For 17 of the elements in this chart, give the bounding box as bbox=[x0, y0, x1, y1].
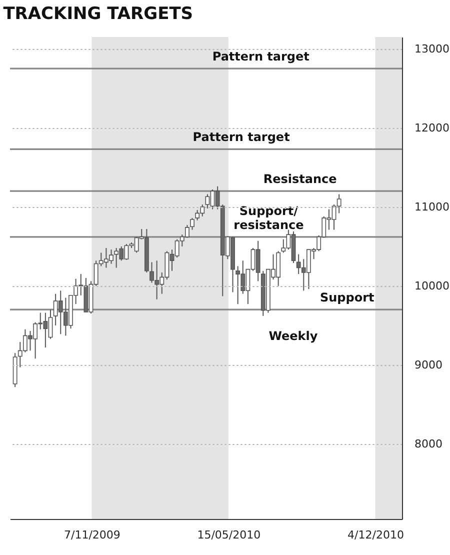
y-tick-label: 11000 bbox=[414, 200, 450, 214]
ref-line-label: Support/ resistance bbox=[234, 204, 304, 232]
y-tick-label: 9000 bbox=[414, 358, 442, 372]
y-tick-label: 10000 bbox=[414, 279, 450, 292]
ref-line-label: Resistance bbox=[263, 172, 337, 186]
ref-line-label: Pattern target bbox=[212, 50, 310, 64]
y-tick-label: 13000 bbox=[414, 42, 450, 56]
annotation: Weekly bbox=[268, 329, 318, 344]
x-tick-label: 7/11/2009 bbox=[64, 528, 120, 542]
x-tick-label: 4/12/2010 bbox=[348, 528, 404, 542]
candlestick bbox=[190, 217, 194, 230]
y-tick-label: 8000 bbox=[414, 437, 442, 450]
ref-line-label: Support bbox=[320, 290, 375, 305]
chart-title: TRACKING TARGETS bbox=[3, 4, 194, 24]
ref-line-label: Pattern target bbox=[192, 130, 290, 144]
y-tick-label: 12000 bbox=[414, 121, 450, 134]
x-tick-label: 15/05/2010 bbox=[197, 528, 261, 542]
